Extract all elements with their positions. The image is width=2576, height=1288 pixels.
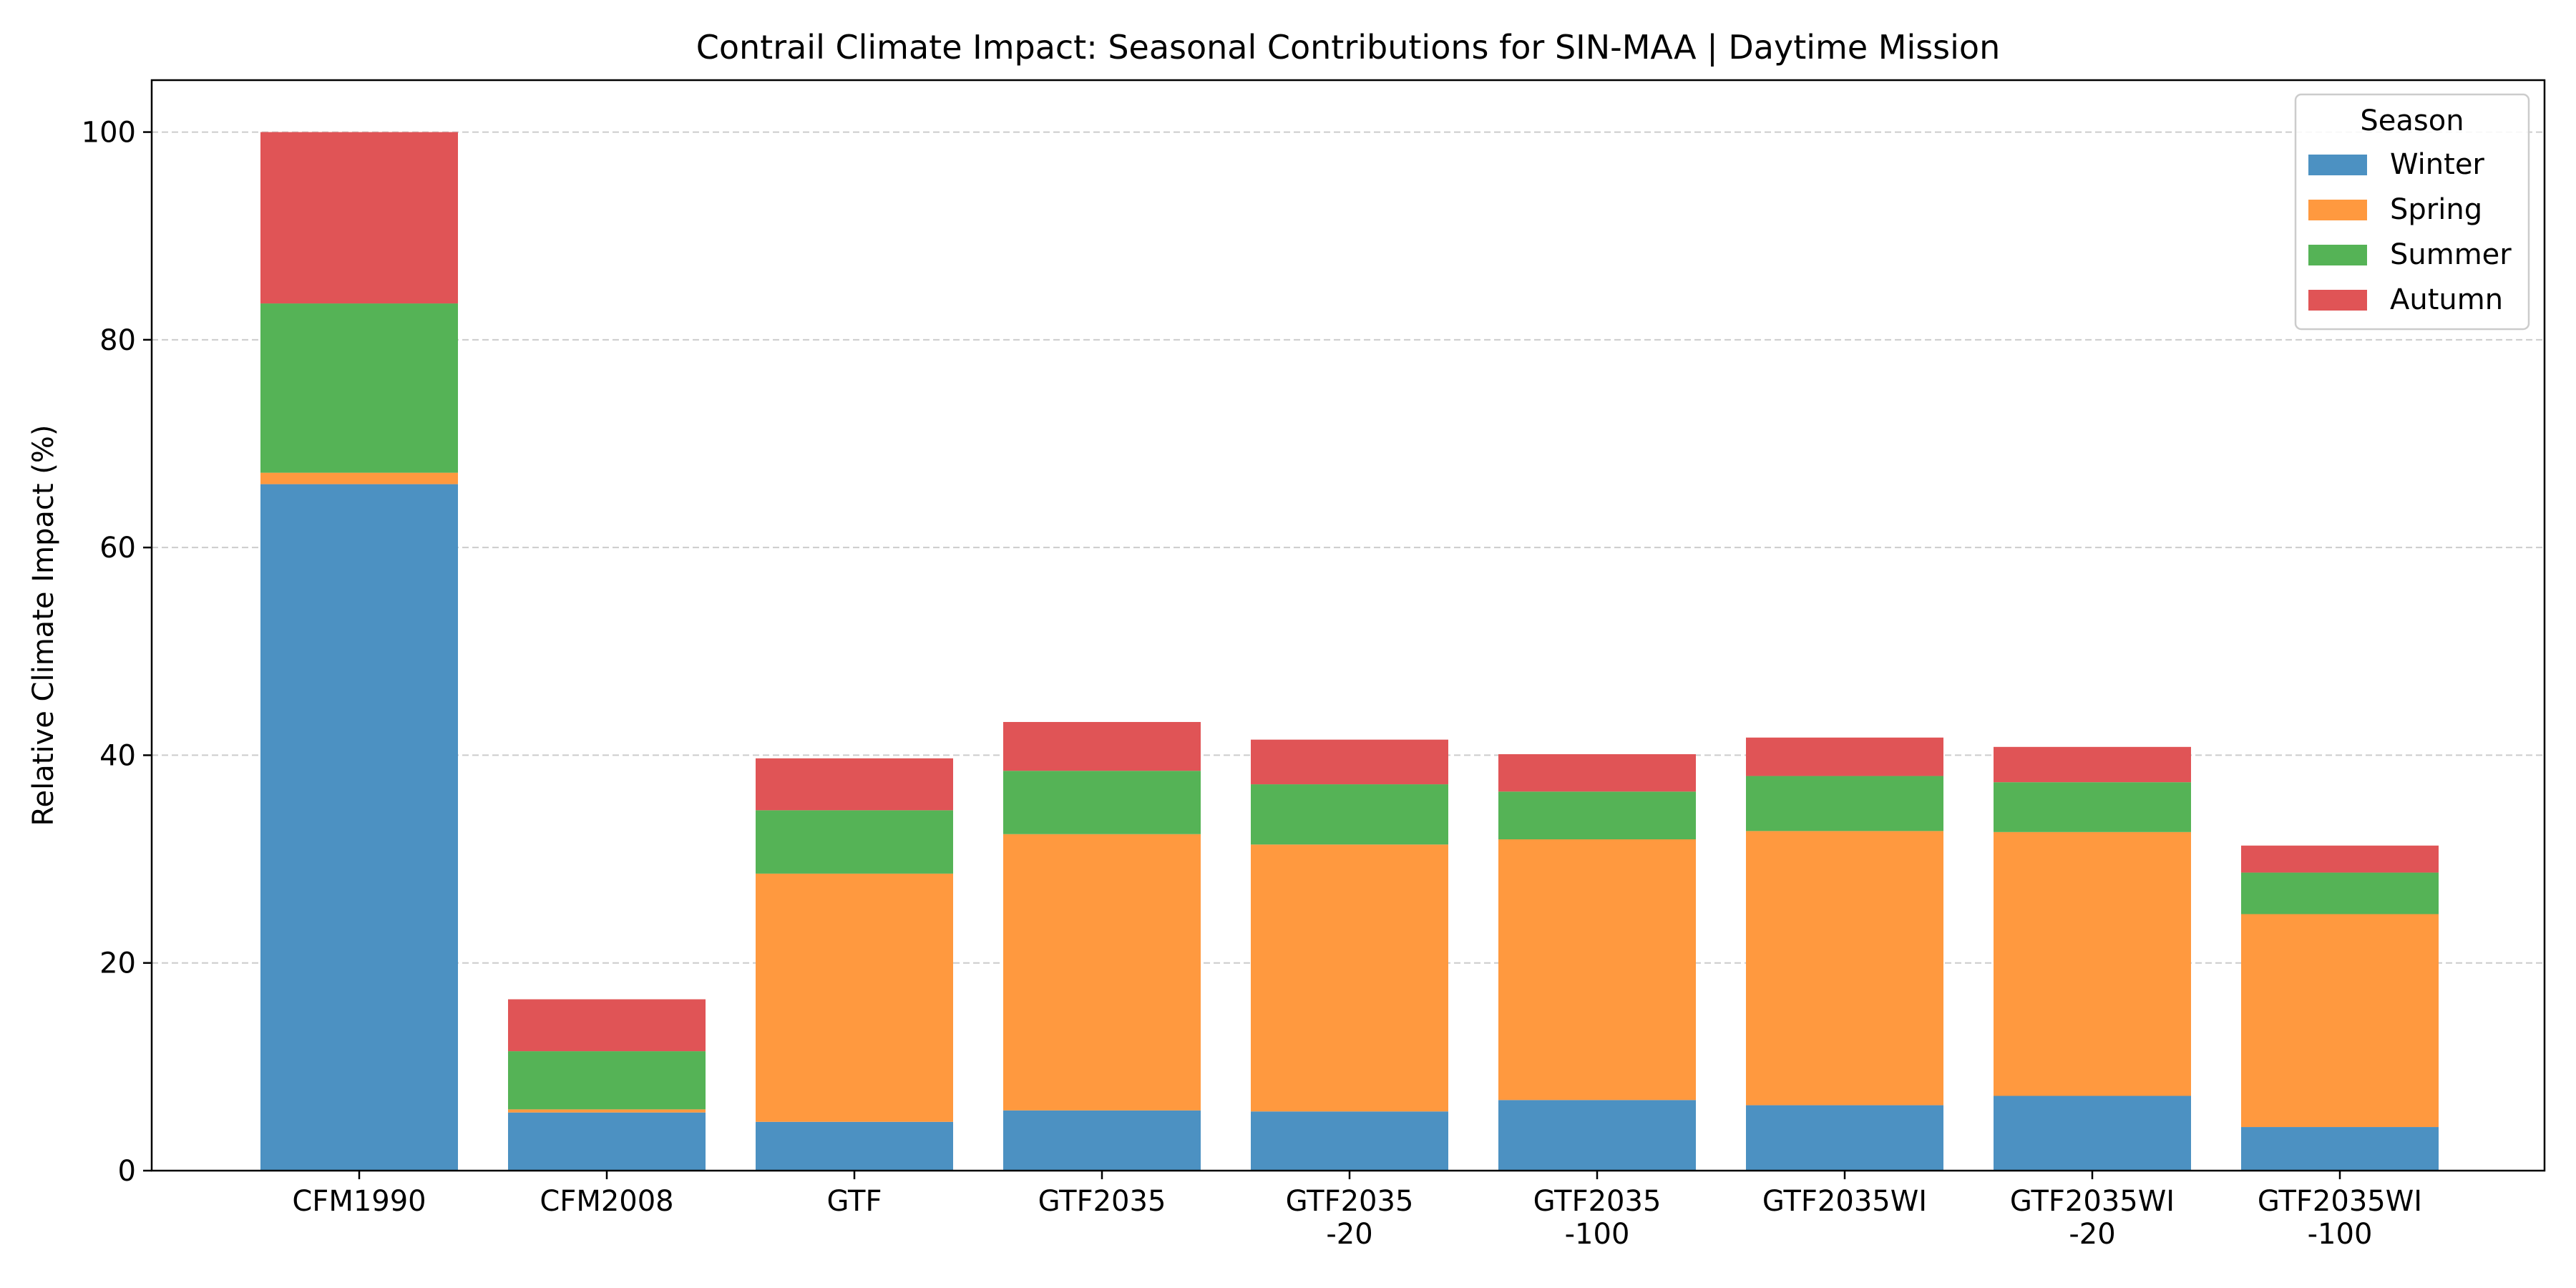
x-tick-label: GTF2035WI [2258,1185,2422,1218]
bar-segment-winter [1003,1110,1201,1171]
bar-segment-spring [1498,839,1696,1101]
x-tick-label: GTF2035 [1038,1185,1166,1218]
bar-segment-summer [508,1051,706,1110]
bar-segment-winter [1994,1096,2191,1171]
legend-label-winter: Winter [2390,148,2484,181]
x-tick-label: GTF2035 [1533,1185,1662,1218]
bar-segment-spring [260,472,458,484]
x-tick-label: CFM1990 [292,1185,426,1218]
bar-segment-spring [1003,834,1201,1111]
x-tick-label: -20 [2069,1218,2115,1251]
legend-frame [2294,93,2530,331]
bar-segment-spring [508,1109,706,1113]
bar-segment-spring [1251,844,1448,1112]
y-tick-label: 40 [99,739,136,772]
x-axis: CFM1990 CFM2008 GTF GTF2035 GTF2035-20GTF203… [292,1171,2422,1251]
legend-label-spring: Spring [2390,193,2482,226]
y-axis-label: Relative Climate Impact (%) [27,425,60,826]
bars [260,132,2439,1171]
y-tick-label: 60 [99,532,136,565]
x-tick-label: CFM2008 [540,1185,673,1218]
y-tick-label: 20 [99,947,136,980]
bar-segment-winter [508,1112,706,1171]
x-tick-label: GTF2035WI [1762,1185,1927,1218]
bar-segment-winter [2241,1127,2439,1171]
bar-segment-autumn [1994,746,2191,783]
x-tick-label: GTF2035 [1286,1185,1414,1218]
legend: Season Winter Spring Summer Autumn [2294,93,2530,331]
bar-segment-spring [2241,914,2439,1128]
bar-segment-spring [1994,831,2191,1096]
bar-segment-summer [1003,771,1201,834]
y-tick-label: 80 [99,324,136,357]
bar-segment-winter [1746,1105,1943,1171]
bar-segment-autumn [508,999,706,1052]
bar-segment-autumn [260,132,458,304]
x-tick-label: GTF2035WI [2010,1185,2175,1218]
legend-swatch-autumn [2308,290,2367,311]
bar-segment-autumn [1003,721,1201,771]
bar-segment-spring [756,873,953,1122]
bar-segment-summer [756,810,953,874]
legend-swatch-winter [2308,155,2367,175]
x-tick-label: -100 [2308,1218,2373,1251]
bar-segment-autumn [1498,753,1696,792]
legend-swatch-spring [2308,200,2367,220]
y-tick-label: 0 [118,1155,136,1188]
legend-label-autumn: Autumn [2390,283,2503,316]
y-tick-label: 100 [82,117,136,150]
legend-swatch-summer [2308,245,2367,265]
bar-segment-autumn [1746,737,1943,776]
bar-segment-summer [260,303,458,473]
bar-segment-summer [1994,782,2191,832]
bar-segment-summer [2241,872,2439,914]
chart-title: Contrail Climate Impact: Seasonal Contri… [696,28,2000,67]
bar-segment-autumn [756,758,953,811]
bar-segment-winter [1251,1111,1448,1171]
bar-segment-autumn [2241,845,2439,873]
bar-segment-winter [1498,1100,1696,1171]
legend-label-summer: Summer [2390,238,2512,271]
bar-segment-winter [260,484,458,1171]
bar-segment-autumn [1251,739,1448,785]
x-tick-label: -100 [1565,1218,1630,1251]
bar-segment-summer [1251,784,1448,845]
x-tick-label: GTF [826,1185,882,1218]
bar-segment-summer [1498,791,1696,839]
x-tick-label: -20 [1326,1218,1372,1251]
y-axis: 0 20 40 60 80 100 [82,117,152,1188]
legend-title: Season [2360,104,2464,137]
bar-segment-summer [1746,776,1943,831]
bar-segment-winter [756,1121,953,1171]
bar-segment-spring [1746,831,1943,1106]
plot-frame [150,79,2546,1172]
